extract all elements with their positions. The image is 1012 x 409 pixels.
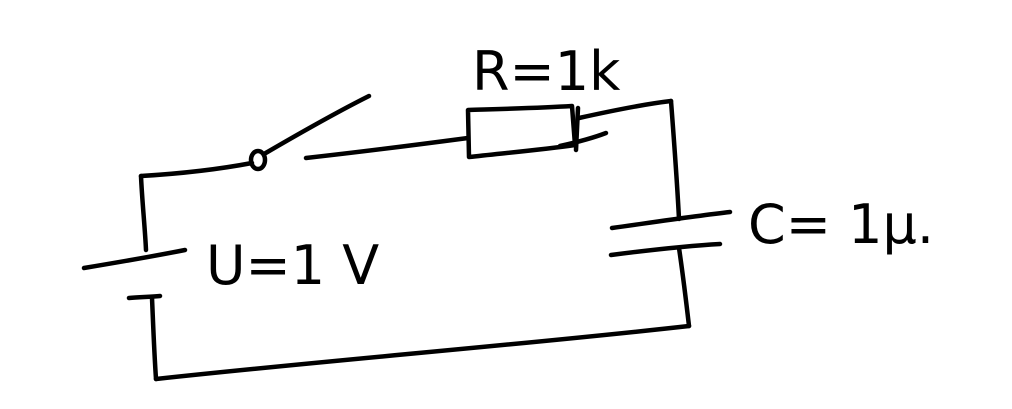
switch-lever <box>261 93 372 157</box>
wire-right-lower <box>676 245 692 329</box>
wire-top-right <box>576 98 674 121</box>
wire-left-upper <box>138 173 149 253</box>
capacitor-symbol <box>608 209 733 258</box>
wire-bottom <box>153 323 692 382</box>
resistor-end-tick <box>573 105 581 153</box>
voltage-label: U=1 V <box>206 234 379 297</box>
resistor-label: R=1k <box>472 40 621 103</box>
switch-pivot <box>248 148 268 172</box>
switch-symbol <box>248 93 372 172</box>
capacitor-label: C= 1μ. <box>748 193 934 256</box>
resistor-symbol <box>465 103 609 160</box>
wire-left-lower <box>149 295 159 382</box>
capacitor-plate-top <box>609 209 733 231</box>
capacitor-plate-bottom <box>608 241 723 258</box>
resistor-lead-cross <box>557 130 609 149</box>
wires <box>138 98 692 382</box>
battery-plate-short <box>126 293 163 301</box>
battery-plate-long <box>81 247 188 271</box>
wire-right-upper <box>668 98 682 222</box>
battery-symbol <box>81 247 188 301</box>
resistor-body <box>465 103 578 160</box>
wire-switch-to-resistor <box>303 135 471 161</box>
wire-top-left <box>138 160 255 179</box>
